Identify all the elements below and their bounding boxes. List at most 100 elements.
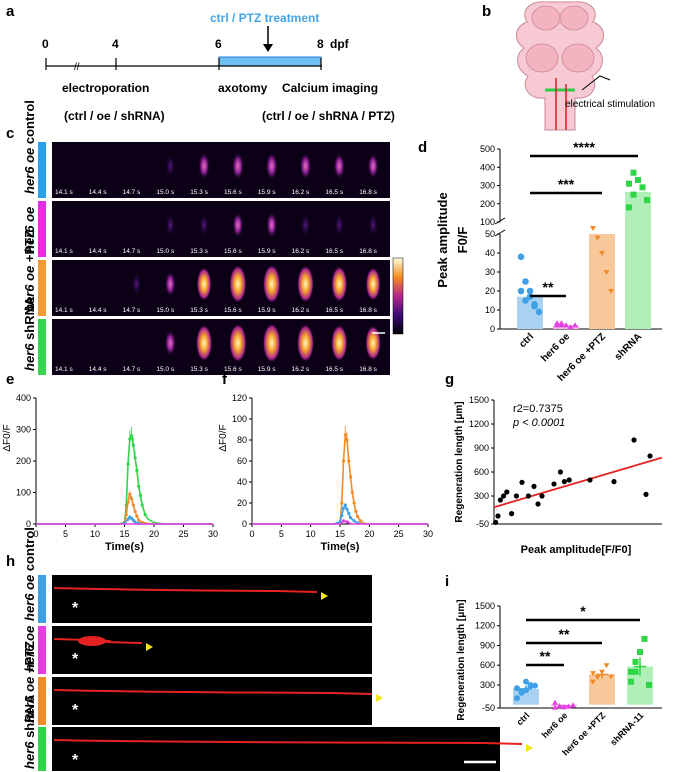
series-point bbox=[350, 490, 354, 495]
data-point bbox=[628, 678, 634, 685]
series-point bbox=[348, 516, 353, 520]
data-point bbox=[517, 253, 525, 261]
scatter-point bbox=[525, 493, 532, 499]
y-tick-label: 30 bbox=[485, 267, 495, 277]
calcium-signal bbox=[195, 324, 213, 362]
row-color-bar bbox=[38, 626, 46, 674]
series-point bbox=[133, 509, 137, 513]
timestamp: 15.0 s bbox=[156, 307, 174, 314]
timestamp: 14.1 s bbox=[55, 307, 73, 314]
soma-marker: * bbox=[72, 752, 79, 769]
imaging-strip bbox=[52, 142, 390, 198]
annotation-r2: r2=0.7375 bbox=[513, 403, 563, 415]
data-point bbox=[608, 674, 614, 680]
scatter-point bbox=[519, 479, 525, 485]
series-line bbox=[36, 433, 213, 525]
microscopy-image bbox=[52, 727, 500, 771]
axon bbox=[53, 587, 318, 593]
data-point bbox=[563, 322, 569, 328]
y-tick-label: 900 bbox=[480, 640, 495, 650]
scatter-point bbox=[535, 501, 541, 507]
row-label-prefix: her6 oe bbox=[22, 626, 37, 672]
significance-stars: * bbox=[580, 603, 586, 619]
y-tick-label: 600 bbox=[474, 467, 489, 477]
calcium-signal bbox=[296, 323, 315, 363]
data-point bbox=[599, 669, 605, 675]
y-tick-label: 0 bbox=[490, 324, 495, 334]
y-tick-label: 200 bbox=[16, 456, 31, 466]
x-tick-label: 25 bbox=[178, 529, 188, 539]
timestamp: 15.3 s bbox=[190, 366, 208, 373]
timestamp: 14.4 s bbox=[89, 248, 107, 255]
data-point bbox=[628, 668, 634, 675]
treatment-arrowhead bbox=[263, 44, 273, 52]
row-label: her6 shRNA bbox=[22, 694, 37, 769]
y-tick-label: 0 bbox=[242, 519, 247, 529]
data-point bbox=[532, 682, 538, 689]
y-tick-label: 1200 bbox=[469, 419, 489, 429]
fit-line bbox=[493, 456, 663, 509]
timestamp: 14.1 s bbox=[55, 189, 73, 196]
series-point bbox=[354, 509, 358, 513]
series-point bbox=[343, 433, 347, 437]
series-point bbox=[345, 520, 349, 524]
scatter-point bbox=[611, 479, 617, 485]
calcium-signal bbox=[164, 329, 177, 357]
timestamp: 15.6 s bbox=[224, 248, 242, 255]
panel-e-label: e bbox=[6, 371, 14, 388]
series-point bbox=[131, 443, 135, 447]
data-point bbox=[531, 301, 538, 308]
y-tick-label: 100 bbox=[16, 488, 31, 498]
timestamp: 15.9 s bbox=[258, 307, 276, 314]
calcium-signal bbox=[367, 212, 379, 238]
row-color-bar bbox=[38, 575, 46, 623]
data-point bbox=[523, 687, 529, 694]
row-label: her6 oe +PTZ bbox=[22, 641, 37, 723]
data-point bbox=[552, 704, 558, 710]
y-tick-label: 300 bbox=[480, 181, 495, 191]
x-tick-label: 0 bbox=[33, 529, 38, 539]
series-point bbox=[129, 434, 134, 438]
series-point bbox=[124, 512, 128, 517]
series-point bbox=[126, 517, 130, 521]
data-point bbox=[626, 204, 632, 211]
calcium-signal bbox=[262, 323, 281, 363]
row-label-name: +PTZ bbox=[22, 641, 37, 677]
calcium-signal bbox=[365, 267, 381, 301]
growth-cone-arrowhead bbox=[321, 592, 328, 600]
y-tick-label: 80 bbox=[237, 435, 247, 445]
y-tick-label: 0 bbox=[26, 519, 31, 529]
row-label: her6 oe control bbox=[22, 100, 37, 194]
groups-left: (ctrl / oe / shRNA) bbox=[64, 109, 165, 123]
row-color-bar bbox=[38, 727, 46, 771]
data-point bbox=[514, 695, 520, 702]
panel-h: h her6 oe control * her6 oe * her6 oe +PTZ * h… bbox=[6, 527, 533, 771]
series-point bbox=[133, 520, 137, 524]
timestamp: 16.5 s bbox=[325, 366, 343, 373]
timestamp: 15.6 s bbox=[224, 189, 242, 196]
y-tick-label: 400 bbox=[16, 393, 31, 403]
scatter-point bbox=[531, 483, 537, 489]
x-tick-label: shRNA bbox=[613, 331, 644, 362]
x-tick-label: 5 bbox=[63, 529, 68, 539]
timestamp: 14.7 s bbox=[123, 189, 141, 196]
row-label: her6 shRNA bbox=[22, 296, 37, 371]
y-tick-label: 100 bbox=[232, 414, 247, 424]
row-color-bar bbox=[38, 201, 46, 257]
imaging-strip bbox=[52, 201, 390, 257]
groups-right: (ctrl / oe / shRNA / PTZ) bbox=[262, 109, 395, 123]
timestamp: 16.8 s bbox=[359, 189, 377, 196]
x-tick-label: 10 bbox=[306, 529, 316, 539]
panel-a: a ctrl / PTZ treatment // 0 4 6 8 dpf el… bbox=[6, 3, 395, 123]
timestamp: 14.4 s bbox=[89, 366, 107, 373]
calcium-signal bbox=[365, 325, 381, 361]
timestamp: 16.2 s bbox=[292, 366, 310, 373]
calcium-signal bbox=[232, 211, 244, 239]
data-point bbox=[639, 184, 646, 191]
x-tick-label: 5 bbox=[279, 529, 284, 539]
data-point bbox=[523, 678, 529, 685]
panel-f: f 0 20 40 60 80 100 120 0 5 10 15 20 25 30 Time(s) ΔF0/… bbox=[218, 371, 433, 553]
data-point bbox=[565, 703, 572, 709]
tick-6: 6 bbox=[215, 37, 222, 51]
